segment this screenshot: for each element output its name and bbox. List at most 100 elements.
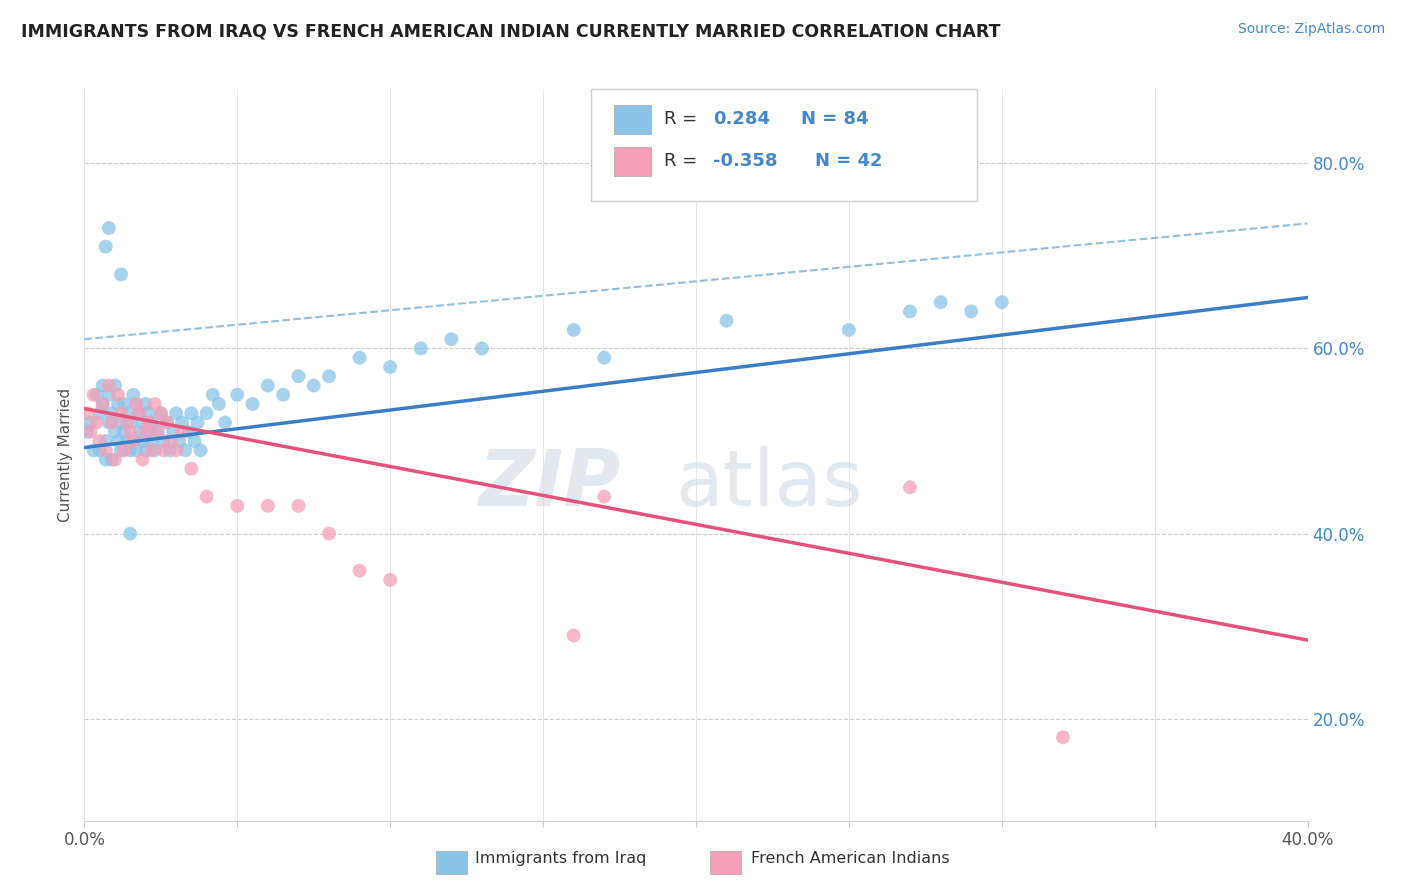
Point (125, 443, 148, 458)
Point (122, 434, 145, 448)
Point (208, 397, 231, 411)
Point (172, 425, 194, 439)
Point (838, 323, 860, 337)
Point (562, 323, 585, 337)
Point (271, 388, 294, 402)
Point (135, 425, 157, 439)
Point (287, 369, 309, 384)
Point (180, 462, 202, 476)
Point (131, 416, 153, 430)
Point (201, 388, 224, 402)
Point (287, 499, 309, 513)
Point (186, 416, 208, 430)
Point (83, 388, 105, 402)
Text: -0.358: -0.358 (713, 152, 778, 169)
Point (380, 573, 402, 587)
Point (138, 425, 160, 439)
Point (146, 425, 169, 439)
Point (214, 416, 236, 430)
Point (112, 443, 135, 458)
Point (94, 239, 117, 253)
Point (593, 351, 616, 365)
Point (562, 628, 585, 642)
Point (76, 406, 98, 420)
Point (716, 313, 738, 327)
Point (156, 416, 179, 430)
Text: R =: R = (664, 152, 703, 169)
Point (110, 443, 132, 458)
Point (83, 443, 105, 458)
Point (226, 388, 249, 402)
Point (440, 332, 463, 346)
Point (257, 499, 280, 513)
Point (153, 434, 176, 448)
Point (128, 425, 150, 439)
Text: IMMIGRANTS FROM IRAQ VS FRENCH AMERICAN INDIAN CURRENTLY MARRIED CORRELATION CHA: IMMIGRANTS FROM IRAQ VS FRENCH AMERICAN … (21, 22, 1001, 40)
Point (165, 406, 187, 420)
Point (593, 490, 616, 504)
Point (318, 369, 340, 384)
Point (101, 416, 124, 430)
Point (86, 388, 108, 402)
Text: French American Indians: French American Indians (751, 851, 949, 865)
Point (141, 416, 163, 430)
Point (159, 443, 181, 458)
Point (104, 425, 127, 439)
Point (409, 342, 432, 356)
Point (94, 452, 117, 467)
Point (190, 443, 212, 458)
Point (112, 397, 135, 411)
Point (122, 388, 145, 402)
Point (120, 425, 142, 439)
Point (89, 434, 111, 448)
Point (94, 434, 117, 448)
Point (242, 397, 264, 411)
Point (174, 443, 197, 458)
Point (141, 434, 163, 448)
Point (380, 359, 402, 374)
Point (471, 342, 494, 356)
Point (138, 406, 160, 420)
Point (146, 425, 169, 439)
Point (89, 406, 111, 420)
Point (898, 304, 921, 318)
Text: R =: R = (664, 110, 703, 128)
Point (153, 443, 176, 458)
Point (89, 443, 111, 458)
Y-axis label: Currently Married: Currently Married (58, 388, 73, 522)
Point (135, 397, 157, 411)
Point (143, 397, 166, 411)
Point (149, 406, 172, 420)
Point (128, 406, 150, 420)
Point (302, 378, 325, 392)
Point (122, 434, 145, 448)
Point (165, 443, 187, 458)
Point (97, 378, 120, 392)
Point (156, 416, 179, 430)
Point (79, 425, 101, 439)
Text: N = 84: N = 84 (801, 110, 869, 128)
Point (120, 526, 142, 541)
Point (91, 397, 114, 411)
Point (112, 425, 135, 439)
Point (107, 388, 129, 402)
Point (131, 452, 153, 467)
Point (195, 406, 218, 420)
Point (159, 434, 181, 448)
Point (131, 434, 153, 448)
Point (97, 221, 120, 235)
Point (143, 443, 166, 458)
Point (125, 397, 148, 411)
Point (91, 378, 114, 392)
Point (128, 406, 150, 420)
Text: Immigrants from Iraq: Immigrants from Iraq (475, 851, 647, 865)
Point (162, 425, 184, 439)
Point (115, 416, 138, 430)
Point (141, 443, 163, 458)
Point (138, 416, 160, 430)
Point (318, 526, 340, 541)
Point (960, 304, 983, 318)
Point (94, 443, 117, 458)
Point (195, 490, 218, 504)
Point (226, 499, 249, 513)
